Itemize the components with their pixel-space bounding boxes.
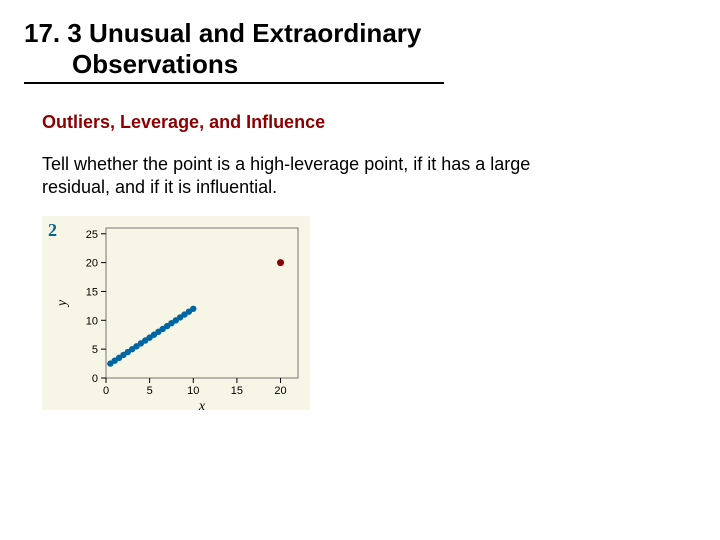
svg-text:y: y <box>55 299 70 308</box>
section-title-line1: 17. 3 Unusual and Extraordinary <box>24 18 720 49</box>
section-title-block: 17. 3 Unusual and Extraordinary Observat… <box>0 0 720 80</box>
svg-text:x: x <box>198 399 206 410</box>
svg-text:10: 10 <box>187 385 199 397</box>
svg-text:15: 15 <box>231 385 243 397</box>
svg-text:20: 20 <box>274 385 286 397</box>
svg-text:5: 5 <box>147 385 153 397</box>
svg-text:20: 20 <box>86 258 98 270</box>
svg-text:25: 25 <box>86 229 98 241</box>
svg-text:0: 0 <box>92 373 98 385</box>
section-title-line2: Observations <box>24 49 238 80</box>
svg-text:0: 0 <box>103 385 109 397</box>
svg-text:5: 5 <box>92 344 98 356</box>
body-paragraph: Tell whether the point is a high-leverag… <box>42 153 602 198</box>
scatter-chart: 2 0 5 10 15 20 0 5 10 15 20 25 x y <box>42 216 310 410</box>
svg-text:15: 15 <box>86 286 98 298</box>
scatter-chart-svg: 0 5 10 15 20 0 5 10 15 20 25 x y <box>42 216 310 410</box>
chart-number-label: 2 <box>48 220 57 241</box>
svg-text:10: 10 <box>86 315 98 327</box>
title-underline <box>24 82 444 84</box>
subheading: Outliers, Leverage, and Influence <box>42 112 720 133</box>
